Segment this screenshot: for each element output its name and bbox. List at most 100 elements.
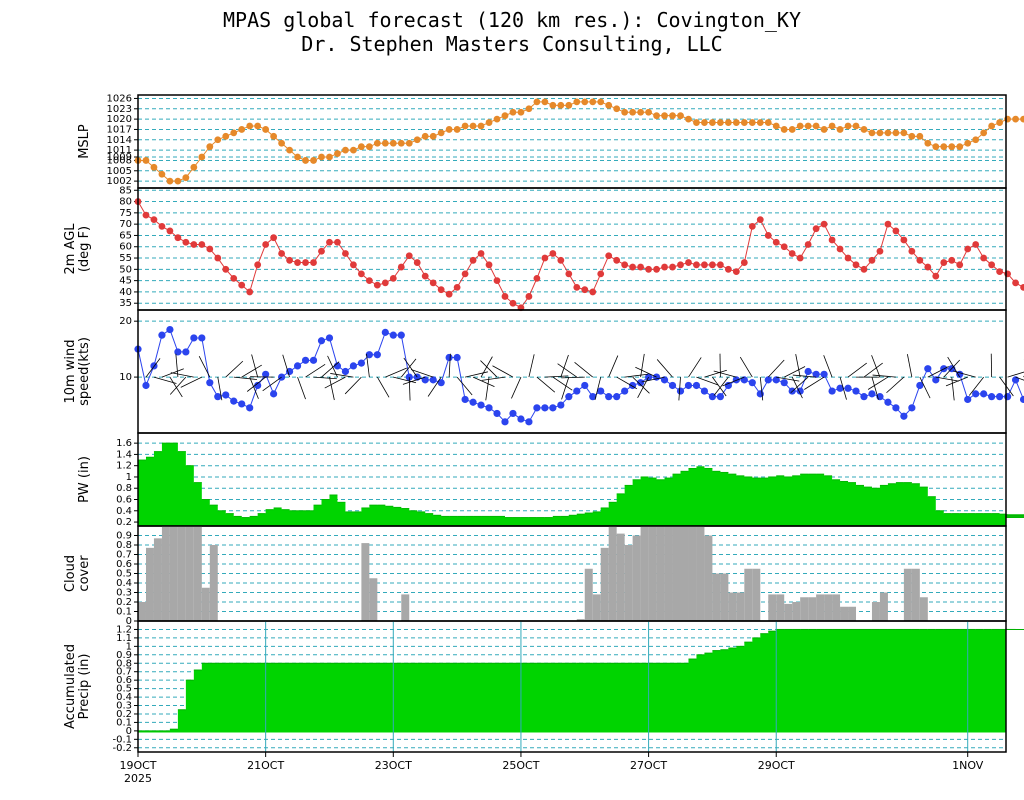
- wind-barb: [804, 376, 825, 390]
- data-point: [932, 272, 940, 280]
- cloud-bar: [201, 587, 210, 621]
- y-tick-label: 0.1: [116, 717, 132, 728]
- data-point: [724, 381, 732, 390]
- cloud-bar: [696, 526, 705, 621]
- wind-barb: [624, 373, 648, 378]
- data-point: [748, 223, 756, 230]
- data-point: [525, 293, 533, 300]
- data-point: [685, 259, 692, 266]
- x-tick-label: 23OCT: [375, 759, 412, 772]
- data-point: [509, 108, 517, 116]
- data-point: [182, 238, 190, 246]
- data-point: [972, 136, 980, 144]
- y-tick-label: 1020: [107, 114, 132, 125]
- wind-barb: [656, 359, 673, 378]
- data-point: [262, 241, 270, 248]
- wind-barb: [557, 363, 578, 378]
- cloud-bar: [800, 597, 809, 621]
- cloud-bar: [816, 594, 825, 621]
- area-fill: [138, 629, 1024, 733]
- data-point: [565, 101, 573, 109]
- wind-barb: [767, 359, 785, 378]
- data-point: [756, 119, 764, 126]
- wind-barb: [313, 376, 337, 380]
- wind-barb: [886, 376, 905, 394]
- data-point: [389, 331, 397, 339]
- data-point: [293, 362, 302, 370]
- data-point: [780, 243, 788, 251]
- data-point: [748, 379, 756, 387]
- wind-barb: [427, 376, 442, 397]
- data-point: [182, 174, 190, 182]
- data-point: [493, 277, 501, 285]
- data-point: [732, 119, 740, 126]
- cloud-bar: [185, 526, 194, 621]
- wind-barb: [170, 372, 194, 378]
- data-point: [381, 328, 389, 336]
- y-tick-label: 50: [119, 264, 132, 275]
- data-point: [836, 245, 844, 253]
- data-point: [541, 254, 549, 262]
- wind-barb: [465, 371, 488, 378]
- data-point: [413, 259, 421, 266]
- data-point: [198, 241, 206, 248]
- data-point: [677, 112, 684, 120]
- y-tick-label: 55: [119, 253, 132, 264]
- data-point: [693, 119, 700, 126]
- data-point: [589, 393, 597, 401]
- data-point: [158, 331, 166, 339]
- data-point: [206, 379, 214, 387]
- data-point: [812, 370, 820, 378]
- cloud-bar: [616, 533, 625, 621]
- wind-barb: [385, 367, 408, 378]
- cloud-bar: [632, 535, 641, 621]
- data-point: [956, 261, 964, 269]
- y-tick-label: 0: [126, 726, 132, 737]
- cloud-bar: [704, 535, 713, 621]
- data-point: [246, 288, 254, 296]
- data-point: [637, 108, 645, 116]
- data-point: [365, 143, 373, 151]
- wind-barb: [251, 354, 259, 378]
- area-fill: [138, 443, 1024, 526]
- cloud-bar: [145, 547, 154, 621]
- data-point: [884, 220, 892, 228]
- cloud-bar: [169, 526, 178, 621]
- data-point: [294, 153, 301, 161]
- data-point: [142, 157, 150, 164]
- data-point: [908, 247, 916, 255]
- panel-frame: [137, 620, 1007, 753]
- data-point: [996, 268, 1004, 275]
- cloud-bar: [592, 594, 601, 621]
- data-point: [852, 387, 860, 395]
- cloud-bar: [608, 526, 617, 621]
- y-tick-label: 85: [119, 185, 132, 196]
- x-tick-label: 25OCT: [502, 759, 539, 772]
- data-point: [581, 98, 589, 106]
- cloud-bar: [736, 592, 745, 621]
- data-point: [988, 393, 996, 401]
- data-point: [804, 367, 812, 376]
- data-point: [501, 112, 509, 120]
- data-point: [764, 376, 772, 384]
- data-point: [557, 256, 565, 264]
- data-point: [342, 146, 349, 154]
- data-point: [549, 250, 557, 257]
- data-point: [852, 261, 860, 269]
- data-point: [964, 139, 972, 147]
- data-point: [190, 334, 198, 342]
- data-point: [326, 238, 333, 246]
- data-point: [517, 415, 525, 423]
- data-point: [174, 234, 182, 242]
- wind-barb: [943, 359, 961, 378]
- y-axis-label: 10m wind: [63, 339, 78, 403]
- data-point: [956, 143, 964, 151]
- data-point: [964, 245, 972, 253]
- data-point: [198, 334, 206, 342]
- data-point: [884, 398, 892, 406]
- data-point: [341, 367, 350, 376]
- wind-barb: [560, 354, 569, 378]
- data-point: [820, 126, 828, 133]
- data-point: [485, 119, 493, 126]
- y-tick-label: 1002: [107, 176, 132, 187]
